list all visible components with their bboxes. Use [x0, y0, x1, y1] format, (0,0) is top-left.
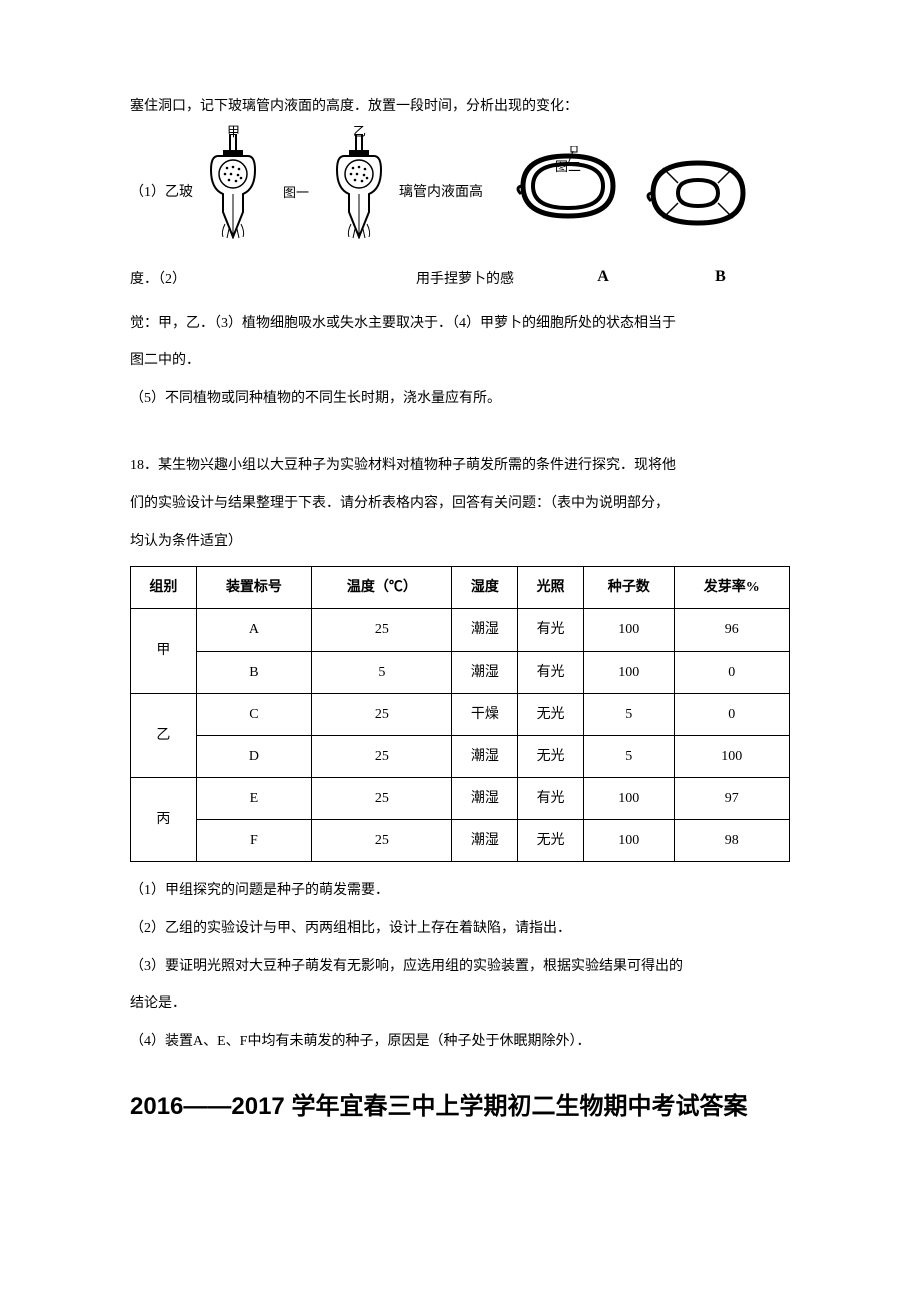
cell: 0 — [674, 651, 790, 693]
cell: 潮湿 — [452, 735, 518, 777]
cell-group: 甲 — [131, 609, 197, 693]
cell-group: 乙 — [131, 693, 197, 777]
q1-mid: 璃管内液面高 — [399, 176, 483, 210]
cell: 100 — [583, 609, 674, 651]
table-header-row: 组别 装置标号 温度（℃） 湿度 光照 种子数 发芽率% — [131, 567, 790, 609]
table-row: 乙 C 25 干燥 无光 5 0 — [131, 693, 790, 735]
q1-prefix: （1）乙玻 — [130, 176, 193, 210]
cell: 97 — [674, 778, 790, 820]
table-row: B 5 潮湿 有光 100 0 — [131, 651, 790, 693]
cell: 100 — [674, 735, 790, 777]
figure-two-container: 图二 — [513, 146, 753, 240]
label-jia: 甲 — [227, 116, 240, 147]
label-yi: 乙 — [353, 116, 366, 147]
q18-intro-a: 18．某生物兴趣小组以大豆种子为实验材料对植物种子萌发所需的条件进行探究．现将他 — [130, 449, 790, 483]
label-fig2: 图二 — [555, 151, 581, 182]
cell: A — [196, 609, 311, 651]
fig2-labels: A B — [544, 262, 779, 296]
q-line-1: 觉：甲，乙．（3）植物细胞吸水或失水主要取决于．（4）甲萝卜的细胞所处的状态相当… — [130, 307, 790, 341]
cell-b-icon — [643, 153, 753, 233]
cell: 98 — [674, 820, 790, 862]
cell: 0 — [674, 693, 790, 735]
cell: 100 — [583, 651, 674, 693]
cell: 潮湿 — [452, 609, 518, 651]
cell: 100 — [583, 820, 674, 862]
cell: 有光 — [518, 651, 584, 693]
cell: 25 — [312, 778, 452, 820]
cell: 96 — [674, 609, 790, 651]
cell: E — [196, 778, 311, 820]
cell: 潮湿 — [452, 651, 518, 693]
cell: 25 — [312, 820, 452, 862]
th-rate: 发芽率% — [674, 567, 790, 609]
q18-s2: （2）乙组的实验设计与甲、丙两组相比，设计上存在着缺陷，请指出． — [130, 912, 790, 946]
th-seeds: 种子数 — [583, 567, 674, 609]
q18-intro-b: 们的实验设计与结果整理于下表．请分析表格内容，回答有关问题：（表中为说明部分， — [130, 487, 790, 521]
th-light: 光照 — [518, 567, 584, 609]
q18-s3b: 结论是． — [130, 987, 790, 1021]
cell: 潮湿 — [452, 778, 518, 820]
cell: 100 — [583, 778, 674, 820]
q2-suffix: 用手捏萝卜的感 — [416, 263, 514, 297]
th-humidity: 湿度 — [452, 567, 518, 609]
cell: 25 — [312, 735, 452, 777]
cell: 有光 — [518, 778, 584, 820]
carrot-yi-icon — [329, 134, 389, 239]
q-line-3: （5）不同植物或同种植物的不同生长时期，浇水量应有所。 — [130, 382, 790, 416]
cell-group: 丙 — [131, 778, 197, 862]
table-row: F 25 潮湿 无光 100 98 — [131, 820, 790, 862]
answer-heading: 2016——2017 学年宜春三中上学期初二生物期中考试答案 — [130, 1078, 790, 1136]
q18-s1: （1）甲组探究的问题是种子的萌发需要． — [130, 874, 790, 908]
th-temp: 温度（℃） — [312, 567, 452, 609]
cell: 5 — [583, 735, 674, 777]
cell: 无光 — [518, 693, 584, 735]
label-a: A — [597, 258, 609, 296]
cell: 无光 — [518, 735, 584, 777]
cell: 有光 — [518, 609, 584, 651]
q18-s3a: （3）要证明光照对大豆种子萌发有无影响，应选用组的实验装置，根据实验结果可得出的 — [130, 950, 790, 984]
figure-row: （1）乙玻 甲 图一 乙 — [130, 134, 790, 253]
table-row: D 25 潮湿 无光 5 100 — [131, 735, 790, 777]
figure-row-2: 度．（2） 用手捏萝卜的感 A B — [130, 262, 790, 296]
cell: 5 — [312, 651, 452, 693]
cell: 25 — [312, 609, 452, 651]
q2-prefix: 度．（2） — [130, 263, 186, 297]
cell: 5 — [583, 693, 674, 735]
table-row: 甲 A 25 潮湿 有光 100 96 — [131, 609, 790, 651]
cell: B — [196, 651, 311, 693]
label-b: B — [715, 258, 726, 296]
table-row: 丙 E 25 潮湿 有光 100 97 — [131, 778, 790, 820]
figure-one-container: 甲 图一 乙 — [203, 134, 389, 253]
q18-s4: （4）装置A、E、F中均有未萌发的种子，原因是（种子处于休眠期除外）． — [130, 1025, 790, 1059]
cell: F — [196, 820, 311, 862]
carrot-jia-icon — [203, 134, 263, 239]
label-fig1: 图一 — [283, 177, 309, 208]
cell: 潮湿 — [452, 820, 518, 862]
q-line-2: 图二中的． — [130, 344, 790, 378]
cell: D — [196, 735, 311, 777]
q18-intro-c: 均认为条件适宜） — [130, 525, 790, 559]
cell: 25 — [312, 693, 452, 735]
cell: 干燥 — [452, 693, 518, 735]
cell: C — [196, 693, 311, 735]
experiment-table: 组别 装置标号 温度（℃） 湿度 光照 种子数 发芽率% 甲 A 25 潮湿 有… — [130, 566, 790, 862]
th-device: 装置标号 — [196, 567, 311, 609]
cell: 无光 — [518, 820, 584, 862]
th-group: 组别 — [131, 567, 197, 609]
